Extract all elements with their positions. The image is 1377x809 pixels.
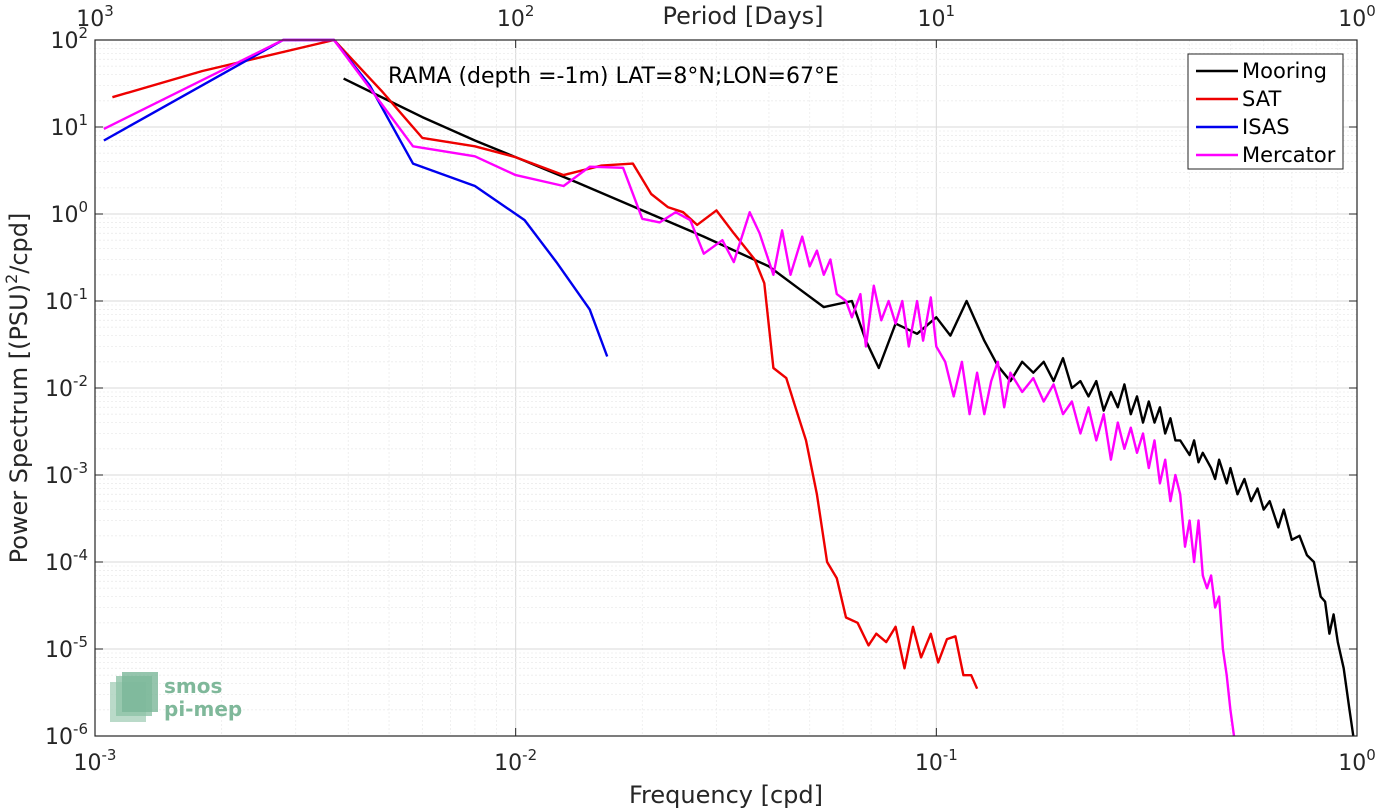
legend-label-mercator: Mercator xyxy=(1242,143,1336,167)
y-tick-label: 100 xyxy=(50,198,88,228)
smos-pimep-logo: smos pi-mep xyxy=(110,672,242,722)
logo-text-pimep: pi-mep xyxy=(164,697,242,721)
legend-label-isas: ISAS xyxy=(1242,115,1290,139)
y-tick-label: 10-3 xyxy=(45,459,88,489)
x-tick-label: 10-3 xyxy=(74,746,117,776)
y-tick-label: 102 xyxy=(50,24,88,54)
x-tick-label: 10-1 xyxy=(915,746,958,776)
legend-box xyxy=(1187,53,1344,170)
y-tick-label: 101 xyxy=(50,111,88,141)
annotation-text: RAMA (depth =-1m) LAT=8°N;LON=67°E xyxy=(388,64,839,89)
y-tick-label: 10-2 xyxy=(45,372,88,402)
y-axis-title-sup: 2 xyxy=(2,274,21,284)
y-axis-title: Power Spectrum [(PSU)2/cpd] xyxy=(2,213,33,564)
y-tick-label: 10-4 xyxy=(45,546,88,576)
y-tick-label: 10-6 xyxy=(45,720,88,750)
logo-text-smos: smos xyxy=(164,674,222,698)
logo-layer-3 xyxy=(122,672,158,712)
legend-label-sat: SAT xyxy=(1242,87,1281,111)
series-line-sat xyxy=(112,38,979,690)
y-axis-title-tail: /cpd] xyxy=(5,213,33,274)
series-line-mercator xyxy=(103,38,1236,737)
x2-tick-label: 103 xyxy=(76,2,114,32)
y-tick-label: 10-5 xyxy=(45,633,88,663)
x-axis-title: Frequency [cpd] xyxy=(629,781,823,809)
series-line-mooring xyxy=(343,77,1355,737)
x2-axis-title: Period [Days] xyxy=(662,2,823,30)
y-axis-title-main: Power Spectrum [(PSU) xyxy=(5,284,33,563)
x-tick-label: 100 xyxy=(1338,746,1376,776)
y-tick-label: 10-1 xyxy=(45,285,88,315)
x2-tick-label: 101 xyxy=(918,2,956,32)
legend-label-mooring: Mooring xyxy=(1242,59,1327,83)
x-tick-label: 10-2 xyxy=(494,746,537,776)
x2-tick-label: 102 xyxy=(497,2,535,32)
legend: Mooring SAT ISAS Mercator xyxy=(1187,53,1344,170)
x2-tick-label: 100 xyxy=(1338,2,1376,32)
